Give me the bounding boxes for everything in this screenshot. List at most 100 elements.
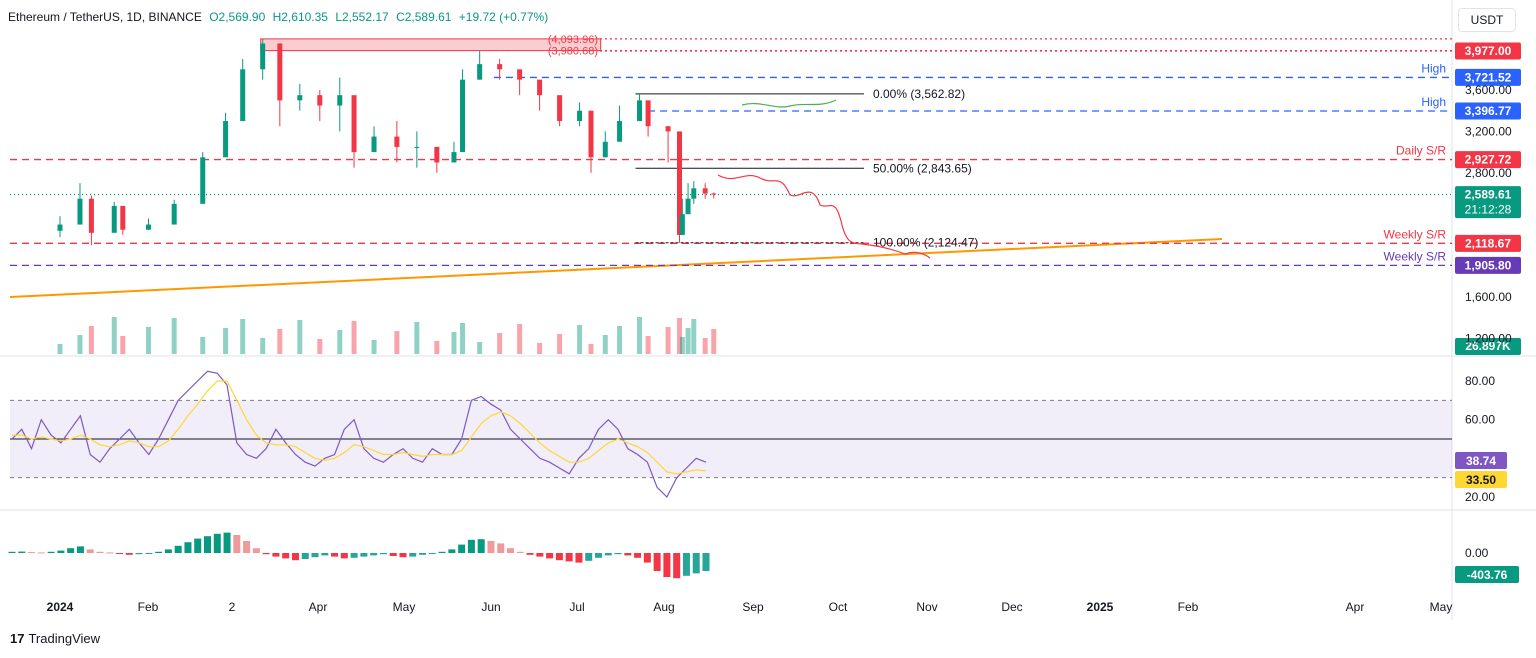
volume-bar	[677, 318, 682, 354]
candle-body	[120, 205, 126, 230]
time-axis-tick: Jun	[481, 600, 500, 614]
macd-histogram-bar	[516, 551, 524, 553]
time-axis-tick: Oct	[829, 600, 848, 614]
symbol-header: Ethereum / TetherUS, 1D, BINANCE O2,569.…	[8, 10, 552, 24]
candle-body	[691, 188, 697, 199]
price-tag-label: 2,589.61	[1465, 188, 1512, 202]
volume-bar	[434, 341, 440, 354]
macd-histogram-bar	[164, 549, 172, 553]
rsi-axis-tick: 20.00	[1465, 490, 1495, 504]
volume-bar	[711, 329, 717, 354]
volume-bar	[460, 323, 466, 354]
symbol-title[interactable]: Ethereum / TetherUS, 1D, BINANCE	[8, 10, 202, 24]
volume-bar	[240, 319, 246, 354]
macd-histogram-bar	[301, 553, 309, 559]
volume-bar	[665, 327, 671, 354]
time-axis-tick: Apr	[309, 600, 328, 614]
candle-body	[679, 214, 685, 235]
candle-body	[557, 95, 563, 122]
macd-histogram-bar	[213, 533, 221, 553]
price-tag-label: 3,721.52	[1465, 70, 1512, 84]
time-axis-tick: Nov	[916, 600, 937, 614]
macd-histogram-bar	[663, 553, 671, 577]
macd-histogram-bar	[233, 535, 241, 553]
volume-bar	[577, 325, 583, 354]
volume-bar	[57, 344, 63, 354]
candle-body	[477, 64, 483, 80]
macd-histogram-bar	[575, 553, 583, 563]
candle-body	[111, 205, 117, 233]
ohlc-open: O2,569.90	[209, 10, 266, 24]
macd-histogram-bar	[116, 553, 124, 554]
macd-histogram-bar	[673, 553, 681, 579]
price-tag-label: 2,927.72	[1465, 153, 1512, 167]
rsi-axis-tick: 80.00	[1465, 374, 1495, 388]
candle-body	[677, 131, 682, 235]
volume-bar	[351, 321, 357, 354]
macd-histogram-bar	[272, 553, 280, 557]
macd-histogram-bar	[184, 542, 192, 553]
price-axis-tick: 1,600.00	[1465, 290, 1512, 304]
volume-bar	[645, 336, 651, 354]
volume-tag	[1455, 338, 1521, 355]
macd-histogram-bar	[67, 548, 75, 553]
time-axis-tick: Apr	[1346, 600, 1365, 614]
macd-histogram-bar	[57, 550, 65, 553]
volume-bar	[602, 335, 608, 354]
volume-bar	[477, 342, 483, 354]
volume-bar	[317, 339, 323, 354]
candle-body	[451, 152, 457, 163]
macd-histogram-bar	[438, 551, 446, 553]
price-tag-label: 3,977.00	[1465, 44, 1512, 58]
tradingview-logo[interactable]: 17 TradingView	[10, 631, 100, 646]
macd-histogram-bar	[555, 553, 563, 561]
macd-histogram-bar	[585, 553, 593, 561]
volume-bar	[637, 317, 643, 354]
candle-body	[702, 188, 708, 194]
candle-body	[537, 79, 543, 96]
price-tag	[1455, 186, 1521, 219]
rsi-value-label: 33.50	[1466, 473, 1496, 487]
candle-body	[665, 126, 671, 132]
macd-histogram-bar	[37, 552, 45, 554]
macd-histogram-bar	[106, 552, 114, 554]
macd-histogram-bar	[174, 545, 182, 553]
volume-bar	[451, 332, 457, 354]
macd-histogram-bar	[682, 553, 690, 576]
macd-histogram-bar	[331, 553, 339, 557]
volume-bar	[394, 331, 400, 354]
currency-button[interactable]: USDT	[1458, 8, 1516, 32]
volume-bar	[120, 336, 126, 354]
macd-histogram-bar	[194, 538, 202, 553]
time-axis-tick: 2024	[47, 600, 74, 614]
macd-histogram-bar	[389, 553, 397, 556]
macd-histogram-bar	[262, 553, 270, 555]
ohlc-high: H2,610.35	[272, 10, 328, 24]
fib-label: 0.00% (3,562.82)	[873, 87, 965, 101]
volume-bar	[537, 343, 543, 354]
macd-histogram-bar	[223, 532, 231, 553]
macd-histogram-bar	[399, 553, 407, 558]
tradingview-brand: TradingView	[28, 631, 101, 646]
macd-histogram-bar	[311, 553, 319, 558]
macd-histogram-bar	[487, 541, 495, 553]
ohlc-low: L2,552.17	[335, 10, 389, 24]
volume-bar	[371, 340, 377, 354]
volume-bar	[557, 334, 563, 354]
projection-path-bullish	[741, 99, 837, 108]
fib-label: 50.00% (2,843.65)	[873, 161, 972, 175]
volume-bar	[77, 335, 83, 354]
rsi-line	[11, 370, 707, 499]
countdown-label: 21:12:28	[1465, 203, 1512, 217]
time-axis-tick: Feb	[1178, 600, 1199, 614]
level-label: (4,093.96)	[548, 34, 598, 46]
candle-body	[337, 95, 343, 106]
price-tag	[1455, 42, 1521, 60]
time-axis-tick: May	[1430, 600, 1453, 614]
candle-body	[240, 69, 246, 122]
volume-bar	[517, 324, 523, 354]
candle-body	[57, 224, 63, 231]
macd-value-tag	[1455, 566, 1519, 583]
level-name: High	[1421, 95, 1446, 109]
